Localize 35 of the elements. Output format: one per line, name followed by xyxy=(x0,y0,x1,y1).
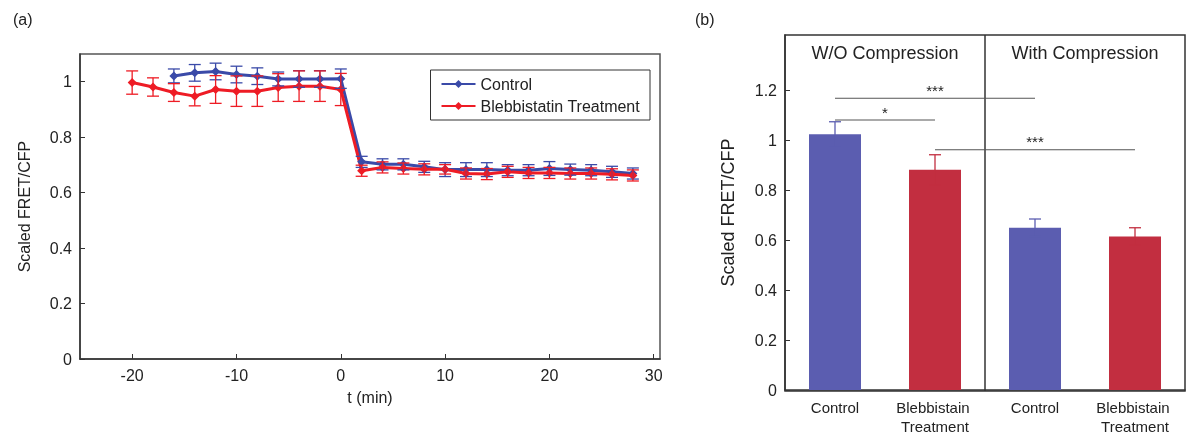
x-tick-label: Blebbistain Treatment xyxy=(896,399,974,435)
y-tick-label: 0.4 xyxy=(754,281,778,299)
y-tick-label: 1 xyxy=(63,73,73,91)
y-tick-label: 0 xyxy=(768,381,778,399)
x-tick-label: -10 xyxy=(224,366,249,384)
y-tick-label: 0.2 xyxy=(754,331,778,349)
y-axis-title: Scaled FRET/CFP xyxy=(718,138,738,287)
y-axis-title: Scaled FRET/CFP xyxy=(15,140,33,273)
y-tick-label: 1.2 xyxy=(754,81,778,99)
legend-label: Control xyxy=(480,75,533,93)
y-tick-label: 0.6 xyxy=(49,184,73,202)
x-axis-title: t (min) xyxy=(347,388,393,406)
x-tick-label: 30 xyxy=(644,366,663,384)
y-tick-label: 0.2 xyxy=(49,295,73,313)
chart-title: (b) xyxy=(695,10,715,28)
x-tick-label: 10 xyxy=(436,366,455,384)
x-tick-label: Control xyxy=(1010,399,1060,416)
x-tick-label: 20 xyxy=(540,366,559,384)
annotation: *** xyxy=(1026,133,1044,151)
legend-label: Blebbistatin Treatment xyxy=(480,97,641,115)
x-tick-label: Blebbistain Treatment xyxy=(1096,399,1174,435)
y-tick-label: 0.6 xyxy=(754,231,778,249)
y-tick-label: 1 xyxy=(768,131,778,149)
x-tick-label: 0 xyxy=(336,366,346,384)
y-tick-label: 0.8 xyxy=(49,128,73,146)
y-tick-label: 0.8 xyxy=(754,181,778,199)
x-tick-label: Control xyxy=(810,399,860,416)
annotation: With Compression xyxy=(1011,43,1159,63)
x-tick-label: -20 xyxy=(120,366,144,384)
chart-title: (a) xyxy=(13,10,33,28)
annotation: *** xyxy=(926,81,944,99)
y-tick-label: 0 xyxy=(63,350,73,368)
y-tick-label: 0.4 xyxy=(49,239,73,257)
annotation: W/O Compression xyxy=(811,43,959,63)
annotation: * xyxy=(882,103,889,121)
